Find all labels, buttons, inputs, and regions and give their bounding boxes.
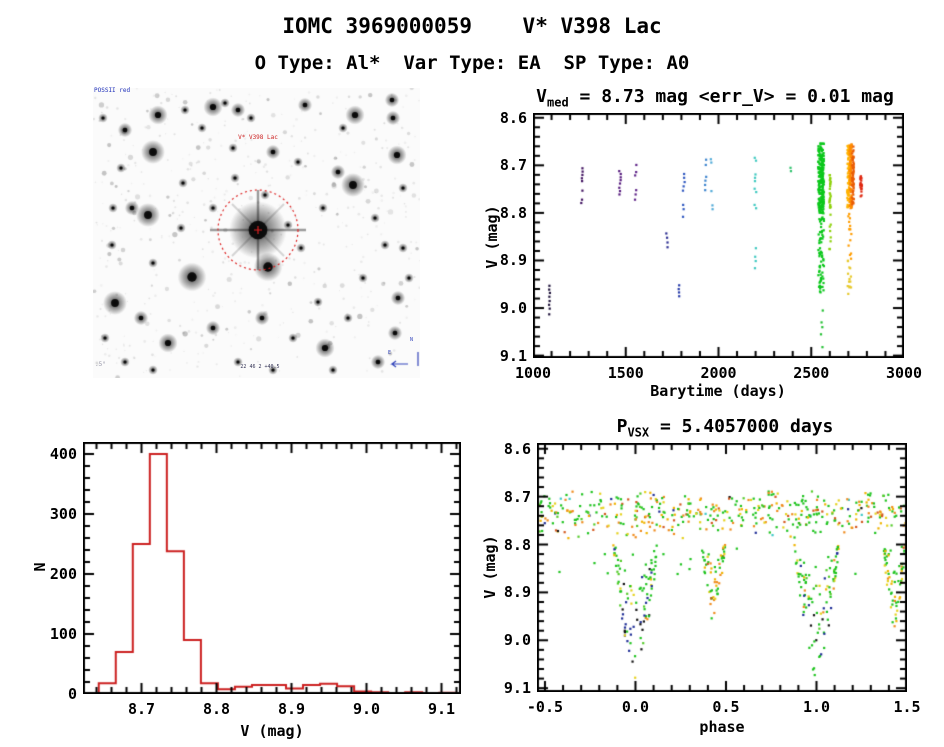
tick-label: 8.8 xyxy=(499,203,527,222)
finder-chart-image xyxy=(93,88,420,378)
tick-label: 0.0 xyxy=(621,698,650,716)
period-value-text: = 5.4057000 days xyxy=(649,416,834,437)
tick-label: 8.8 xyxy=(503,535,531,554)
tick-label: 1.5 xyxy=(893,698,921,716)
tick-label: 2500 xyxy=(793,364,830,382)
tick-label: 3000 xyxy=(885,364,923,382)
tick-label: 8.8 xyxy=(202,700,231,718)
tick-label: 1500 xyxy=(607,364,644,382)
tick-label: 0.5 xyxy=(712,698,740,716)
object-type-subtitle: O Type: Al* Var Type: EA SP Type: A0 xyxy=(254,52,690,74)
tick-label: 300 xyxy=(49,505,77,523)
tick-label: 100 xyxy=(49,625,77,643)
tick-label: 8.9 xyxy=(277,700,306,718)
period-symbol: P xyxy=(616,416,628,437)
barytime-y-axis-label: V (mag) xyxy=(483,205,501,269)
period-subscript: VSX xyxy=(627,425,650,440)
finder-survey-label: POSSII red xyxy=(94,87,131,94)
phase-plot-title: PVSX = 5.4057000 days xyxy=(540,416,910,440)
tick-label: 0 xyxy=(67,685,77,703)
tick-label: 8.6 xyxy=(499,108,527,127)
tick-label: 9.1 xyxy=(499,346,527,365)
tick-label: 8.6 xyxy=(503,439,531,458)
vmed-subscript: med xyxy=(547,95,569,110)
tick-label: 8.9 xyxy=(503,583,531,602)
magnitude-histogram-canvas xyxy=(83,442,461,694)
vmed-symbol: V xyxy=(536,86,548,107)
tick-label: 1.0 xyxy=(802,698,831,716)
barytime-x-axis-label: Barytime (days) xyxy=(650,382,786,400)
compass-north-label: N xyxy=(410,337,414,343)
tick-label: 9.0 xyxy=(499,299,527,318)
phase-plot-canvas xyxy=(537,443,907,692)
phase-x-axis-label: phase xyxy=(699,718,745,736)
finder-coords-label: 22 46 2 +40.5 xyxy=(240,364,280,370)
tick-label: 8.7 xyxy=(127,700,156,718)
tick-label: 8.7 xyxy=(499,156,527,175)
tick-label: 2000 xyxy=(700,364,737,382)
tick-label: 1000 xyxy=(514,364,552,382)
tick-label: -0.5 xyxy=(526,698,564,716)
tick-label: 9.0 xyxy=(503,631,531,650)
phase-y-axis-label: V (mag) xyxy=(481,535,499,599)
barytime-plot-canvas xyxy=(533,113,904,358)
tick-label: 200 xyxy=(49,565,77,583)
tick-label: 400 xyxy=(49,445,77,463)
finder-scale-label: .5° xyxy=(95,361,106,368)
page-title: IOMC 3969000059 V* V398 Lac xyxy=(282,14,662,38)
vmed-value-text: = 8.73 mag <err_V> = 0.01 mag xyxy=(568,86,894,107)
histogram-x-axis-label: V (mag) xyxy=(240,722,304,740)
tick-label: 9.1 xyxy=(503,679,531,698)
compass-east-label: E xyxy=(388,350,392,356)
tick-label: 9.0 xyxy=(352,700,381,718)
tick-label: 8.9 xyxy=(499,251,527,270)
tick-label: 9.1 xyxy=(427,700,456,718)
tick-label: 8.7 xyxy=(503,487,531,506)
finder-target-label: V* V398 Lac xyxy=(238,134,278,141)
barytime-plot-title: Vmed = 8.73 mag <err_V> = 0.01 mag xyxy=(500,86,930,110)
